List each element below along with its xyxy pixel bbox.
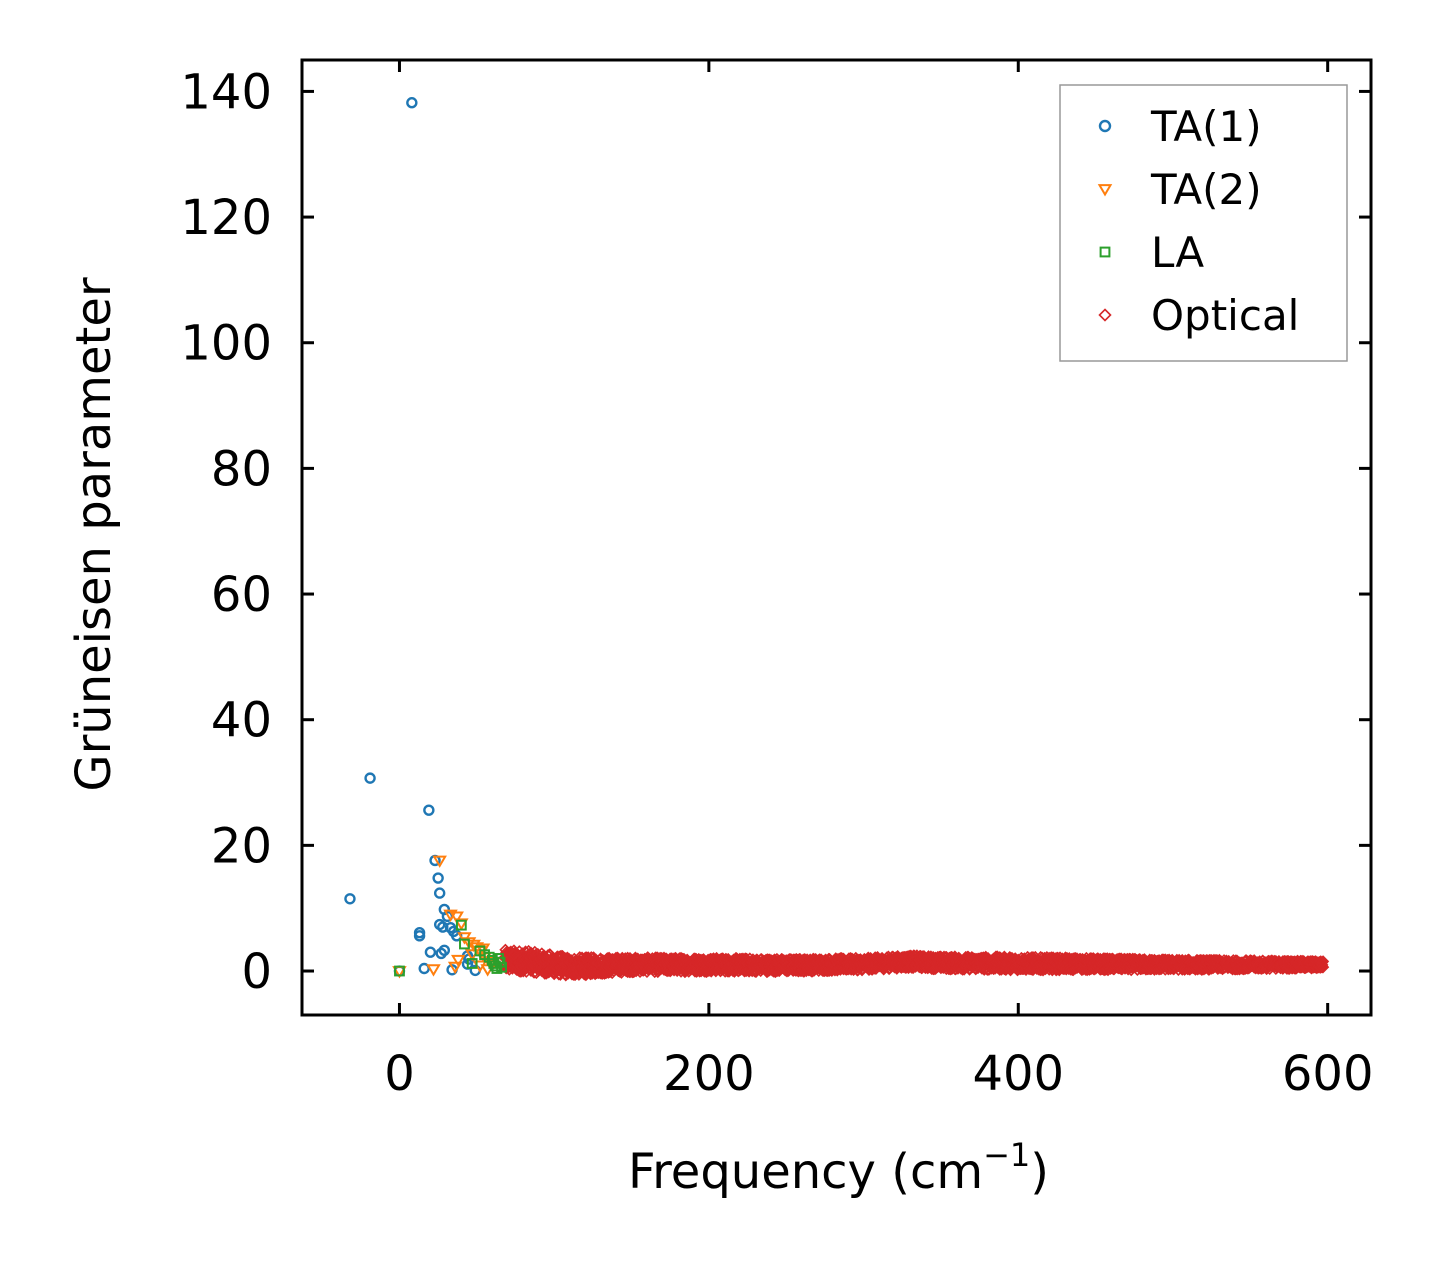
optical-point [1316,961,1330,974]
y-axis-label: Grüneisen parameter [66,277,122,792]
x-tick-label: 200 [663,1046,755,1102]
x-axis-label: Frequency (cm−1) [628,1136,1049,1200]
legend: TA(1) TA(2) LA Optical [1059,84,1348,362]
plot-frame [300,58,1373,1017]
series-optical [498,943,1330,982]
ta-1--point [413,930,426,942]
legend-label-ta-1-: TA(1) [1150,102,1262,151]
ta-1--point [437,921,449,933]
ta-2--point [449,911,464,924]
optical-point [578,951,592,964]
legend-label-optical: Optical [1151,291,1299,340]
legend-marker-ta-1- [1098,119,1112,133]
ta-1--point [344,893,356,905]
legend-label-ta-2-: TA(2) [1150,165,1262,214]
ta-1--point [423,804,435,816]
series-ta-1- [344,97,481,977]
y-tick-label: 120 [180,190,272,246]
ta-1--point [406,97,418,109]
la-point [496,961,507,973]
x-tick-label: 400 [972,1046,1064,1102]
ta-2--point [451,954,466,968]
x-axis-label-main: Frequency (cm [628,1144,983,1200]
x-axis-label-sup: −1 [983,1136,1030,1174]
y-tick-label: 20 [211,818,272,874]
ta-2--point [447,961,463,975]
optical-point [1316,955,1330,968]
axes: 0 200 400 600 0 20 40 60 80 100 120 140 [180,58,1374,1102]
la-point [466,958,478,969]
x-axis-label-close: ) [1030,1144,1049,1200]
legend-marker-optical [1098,308,1112,322]
optical-point [507,948,521,961]
ta-2--point [475,943,491,956]
ta-2--point [454,918,469,931]
legend-marker-la [1099,246,1111,258]
ta-1--point [418,962,430,975]
legend-marker-ta-2- [1097,184,1113,197]
ta-1--point [435,947,447,960]
y-tick-label: 40 [211,693,272,749]
optical-point [555,949,569,963]
x-tick-label: 600 [1282,1046,1374,1102]
y-tick-label: 140 [180,64,272,120]
plot-area [344,97,1330,982]
ta-1--point [433,887,446,899]
optical-point [540,967,553,980]
y-tick-label: 60 [211,567,272,623]
y-tick-label: 100 [180,316,272,372]
y-tick-label: 80 [211,441,272,497]
ta-1--point [424,946,437,958]
series-la [394,919,507,977]
ta-1--point [432,872,444,884]
legend-label-la: LA [1151,228,1204,277]
x-tick-label: 0 [384,1046,415,1102]
ta-2--point [466,939,481,953]
ta-2--point [426,964,441,977]
axis-labels: Frequency (cm−1) Grüneisen parameter [66,277,1049,1200]
la-point [394,965,405,977]
la-point [455,919,467,931]
la-point [459,938,470,950]
ta-2--point [432,855,447,868]
ta-1--point [364,772,376,784]
y-tick-label: 0 [241,944,272,1000]
